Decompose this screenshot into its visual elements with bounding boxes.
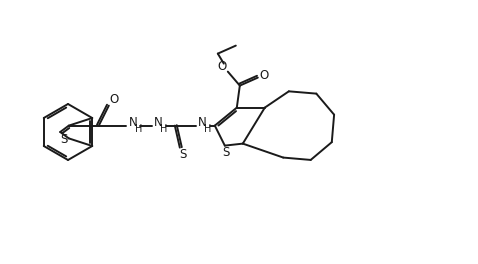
- Text: O: O: [259, 69, 269, 82]
- Text: O: O: [109, 93, 119, 106]
- Text: N: N: [129, 116, 137, 129]
- Text: S: S: [179, 148, 186, 161]
- Text: O: O: [217, 60, 227, 73]
- Text: H: H: [160, 124, 167, 134]
- Text: H: H: [135, 124, 142, 134]
- Text: S: S: [60, 133, 67, 146]
- Text: N: N: [197, 116, 206, 129]
- Text: N: N: [153, 116, 162, 129]
- Text: H: H: [204, 124, 211, 134]
- Text: S: S: [222, 146, 229, 159]
